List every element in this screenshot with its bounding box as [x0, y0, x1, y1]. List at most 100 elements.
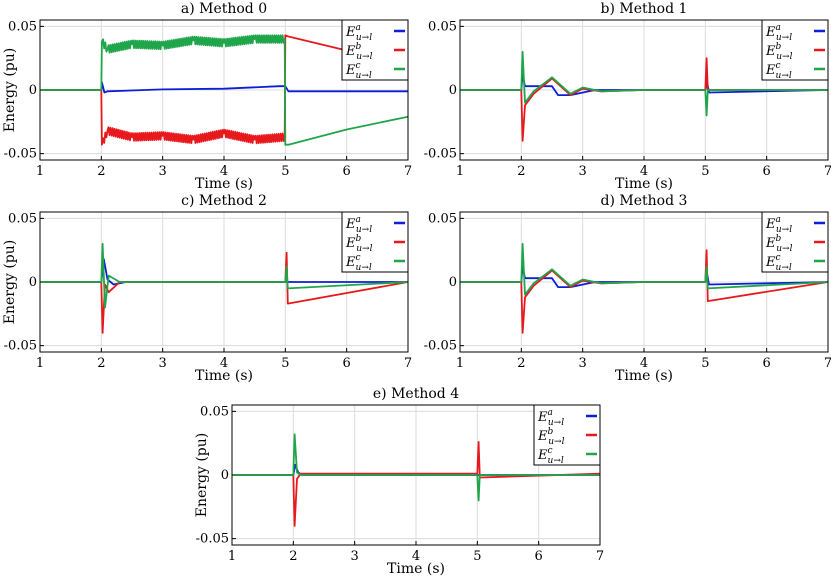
x-tick-label: 7	[404, 164, 412, 179]
y-tick-label: 0.05	[200, 404, 229, 419]
y-tick-label: -0.05	[424, 147, 457, 162]
legend-subscript: u→l	[548, 418, 564, 428]
chart-title: c) Method 2	[181, 193, 267, 209]
chart-title: d) Method 3	[601, 193, 688, 209]
chart-panel-3: 1 2 3 4 5 6 7 0.05 0 -0.05 c) Method 2 Time (s) Ener…	[2, 193, 412, 384]
x-tick-label: 6	[763, 164, 771, 179]
legend-base: E	[345, 63, 356, 78]
x-tick-label: 5	[281, 164, 289, 179]
legend-superscript: a	[356, 215, 361, 225]
series-line-b	[460, 249, 829, 334]
x-axis-label: Time (s)	[387, 561, 445, 577]
legend-subscript: u→l	[356, 244, 372, 254]
y-tick-label: -0.05	[4, 339, 37, 354]
legend-superscript: b	[356, 42, 362, 52]
series-line-c	[40, 34, 409, 146]
x-tick-label: 7	[824, 356, 831, 371]
chart-panel-1: 1 2 3 4 5 6 7 0.05 0 -0.05 a) Method 0 Time (s) Ener…	[2, 1, 412, 192]
legend-subscript: u→l	[356, 225, 372, 235]
series-line-b	[232, 441, 601, 527]
legend: Ea u→lEb u→lEc u→l	[533, 404, 601, 466]
x-tick-label: 7	[824, 164, 831, 179]
series-line-c	[460, 50, 828, 117]
x-tick-label: 3	[579, 356, 587, 371]
legend-entry-label: Ea u→l	[765, 23, 792, 43]
legend-subscript: u→l	[548, 456, 564, 466]
y-axis-label: Energy (pu)	[2, 48, 18, 132]
x-tick-label: 4	[220, 164, 228, 179]
y-axis-label: Energy (pu)	[194, 433, 210, 517]
legend: Ea u→lEb u→lEc u→l	[761, 211, 829, 273]
legend-superscript: c	[356, 253, 361, 263]
chart-panel-5: 1 2 3 4 5 6 7 0.05 0 -0.05 e) Method 4 Time (s) Ener…	[194, 386, 604, 577]
y-tick-label: 0.05	[428, 211, 457, 226]
x-tick-label: 5	[701, 356, 709, 371]
y-tick-label: -0.05	[424, 339, 457, 354]
legend-base: E	[765, 217, 776, 232]
legend-base: E	[765, 25, 776, 40]
plot-frame	[39, 211, 409, 353]
y-tick-label: 0.05	[428, 19, 457, 34]
legend-entry-label: Ea u→l	[765, 215, 792, 235]
legend-entry-label: Ec u→l	[345, 253, 372, 273]
legend-subscript: u→l	[356, 263, 372, 273]
legend-subscript: u→l	[776, 71, 792, 81]
chart-title: e) Method 4	[373, 386, 459, 402]
x-tick-label: 6	[343, 164, 351, 179]
legend-base: E	[537, 410, 548, 425]
x-tick-label: 3	[351, 549, 359, 564]
legend-base: E	[345, 236, 356, 251]
legend-superscript: b	[356, 234, 362, 244]
x-tick-label: 2	[517, 356, 525, 371]
y-tick-label: 0.05	[8, 211, 37, 226]
legend-subscript: u→l	[356, 71, 372, 81]
legend: Ea u→lEb u→lEc u→l	[341, 211, 409, 273]
legend-superscript: b	[548, 427, 554, 437]
legend-base: E	[765, 236, 776, 251]
x-tick-label: 1	[456, 356, 464, 371]
x-tick-label: 1	[36, 164, 44, 179]
legend-entry-label: Ec u→l	[765, 253, 792, 273]
series-line-c	[232, 433, 600, 502]
y-axis-label: Energy (pu)	[2, 240, 18, 324]
x-tick-label: 6	[535, 549, 543, 564]
legend-subscript: u→l	[548, 437, 564, 447]
legend-base: E	[537, 448, 548, 463]
x-tick-label: 1	[228, 549, 236, 564]
x-tick-label: 3	[159, 164, 167, 179]
x-tick-label: 2	[97, 164, 105, 179]
legend-subscript: u→l	[776, 52, 792, 62]
legend-base: E	[345, 44, 356, 59]
legend-superscript: b	[776, 234, 782, 244]
x-tick-label: 4	[640, 164, 648, 179]
plot-frame	[459, 19, 829, 161]
x-tick-label: 3	[159, 356, 167, 371]
legend-subscript: u→l	[776, 33, 792, 43]
plot-frame	[39, 19, 409, 161]
legend-base: E	[765, 44, 776, 59]
x-tick-label: 3	[579, 164, 587, 179]
x-tick-label: 2	[289, 549, 297, 564]
series-line-b	[40, 34, 409, 146]
legend-entry-label: Ea u→l	[345, 215, 372, 235]
legend-base: E	[345, 25, 356, 40]
y-tick-label: 0	[449, 275, 457, 290]
x-axis-label: Time (s)	[615, 176, 673, 192]
legend-base: E	[345, 217, 356, 232]
plot-frame	[459, 211, 829, 353]
x-axis-label: Time (s)	[195, 368, 253, 384]
legend-subscript: u→l	[776, 263, 792, 273]
legend-entry-label: Eb u→l	[345, 234, 373, 254]
legend-subscript: u→l	[776, 225, 792, 235]
x-tick-label: 7	[596, 549, 604, 564]
y-tick-label: -0.05	[196, 532, 229, 547]
legend-entry-label: Ec u→l	[345, 61, 372, 81]
legend-superscript: a	[548, 408, 553, 418]
y-tick-label: 0	[29, 83, 37, 98]
x-tick-label: 6	[343, 356, 351, 371]
y-tick-label: 0	[449, 83, 457, 98]
x-tick-label: 7	[404, 356, 412, 371]
legend: Ea u→lEb u→lEc u→l	[761, 19, 829, 81]
